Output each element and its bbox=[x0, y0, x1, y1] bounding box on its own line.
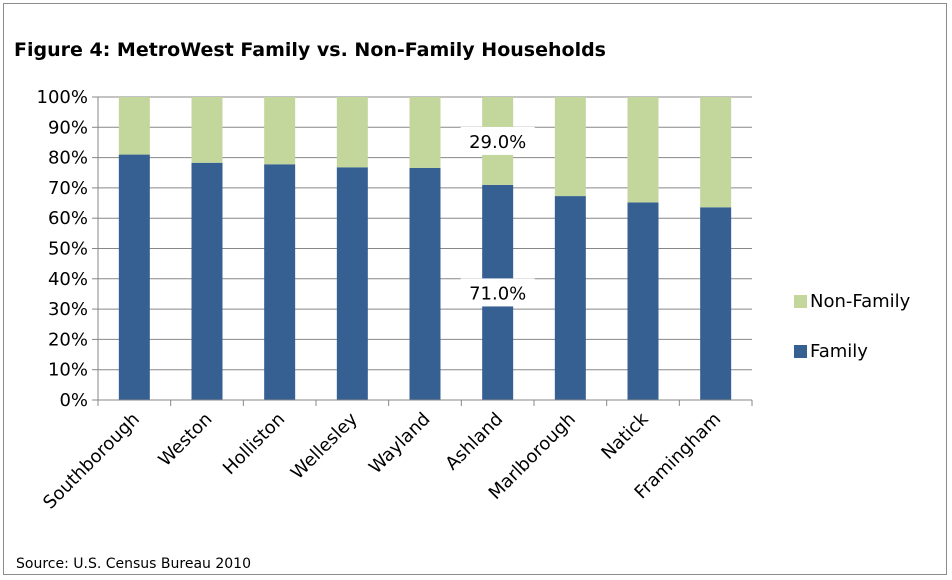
bar-non-family-southborough bbox=[118, 97, 150, 155]
bar-non-family-framingham bbox=[700, 97, 732, 208]
y-tick-label: 10% bbox=[48, 360, 88, 381]
x-tick-label: Ashland bbox=[441, 409, 507, 475]
y-tick-label: 20% bbox=[48, 329, 88, 350]
bar-family-natick bbox=[627, 202, 659, 400]
source-note: Source: U.S. Census Bureau 2010 bbox=[16, 556, 251, 572]
data-label-non-family-ashland: 29.0% bbox=[469, 132, 526, 153]
x-tick-label: Wellesley bbox=[287, 408, 362, 483]
bar-family-wayland bbox=[409, 167, 441, 400]
x-tick-label: Holliston bbox=[219, 409, 289, 479]
bar-family-southborough bbox=[118, 154, 150, 400]
chart-title: Figure 4: MetroWest Family vs. Non-Famil… bbox=[14, 39, 606, 61]
bar-family-marlborough bbox=[554, 196, 586, 400]
bar-non-family-natick bbox=[627, 97, 659, 203]
legend-swatch-family bbox=[794, 345, 807, 358]
y-tick-label: 0% bbox=[59, 390, 88, 411]
legend: Non-Family Family bbox=[794, 291, 911, 362]
data-label-family-ashland: 71.0% bbox=[469, 283, 526, 304]
bar-non-family-holliston bbox=[264, 97, 296, 165]
bar-non-family-weston bbox=[191, 97, 223, 163]
legend-label-non-family: Non-Family bbox=[810, 291, 911, 312]
data-label-bg bbox=[460, 126, 535, 155]
bar-family-framingham bbox=[700, 207, 732, 400]
y-axis-ticks: 0% 10% 20% 30% 40% 50% 60% 70% 80% 90% 100% bbox=[37, 87, 98, 411]
y-tick-label: 50% bbox=[48, 239, 88, 260]
bar-non-family-wayland bbox=[409, 97, 441, 168]
y-tick-label: 100% bbox=[37, 87, 88, 108]
x-tick-label: Weston bbox=[155, 409, 217, 471]
bar-non-family-wellesley bbox=[336, 97, 368, 168]
y-tick-label: 40% bbox=[48, 269, 88, 290]
y-tick-label: 90% bbox=[48, 117, 88, 138]
bar-family-wellesley bbox=[336, 167, 368, 400]
data-label-bg bbox=[460, 278, 535, 307]
y-tick-label: 60% bbox=[48, 208, 88, 229]
x-tick-label: Southborough bbox=[39, 409, 144, 514]
legend-label-family: Family bbox=[810, 341, 868, 362]
y-tick-label: 70% bbox=[48, 178, 88, 199]
data-labels: 29.0% 71.0% bbox=[460, 126, 535, 307]
y-tick-label: 30% bbox=[48, 299, 88, 320]
y-tick-label: 80% bbox=[48, 148, 88, 169]
x-tick-label: Natick bbox=[597, 408, 652, 463]
x-tick-label: Wayland bbox=[365, 409, 434, 478]
bar-non-family-marlborough bbox=[554, 97, 586, 197]
bars bbox=[118, 97, 732, 400]
bar-family-holliston bbox=[264, 164, 296, 400]
bar-family-weston bbox=[191, 162, 223, 400]
legend-swatch-non-family bbox=[794, 295, 807, 308]
